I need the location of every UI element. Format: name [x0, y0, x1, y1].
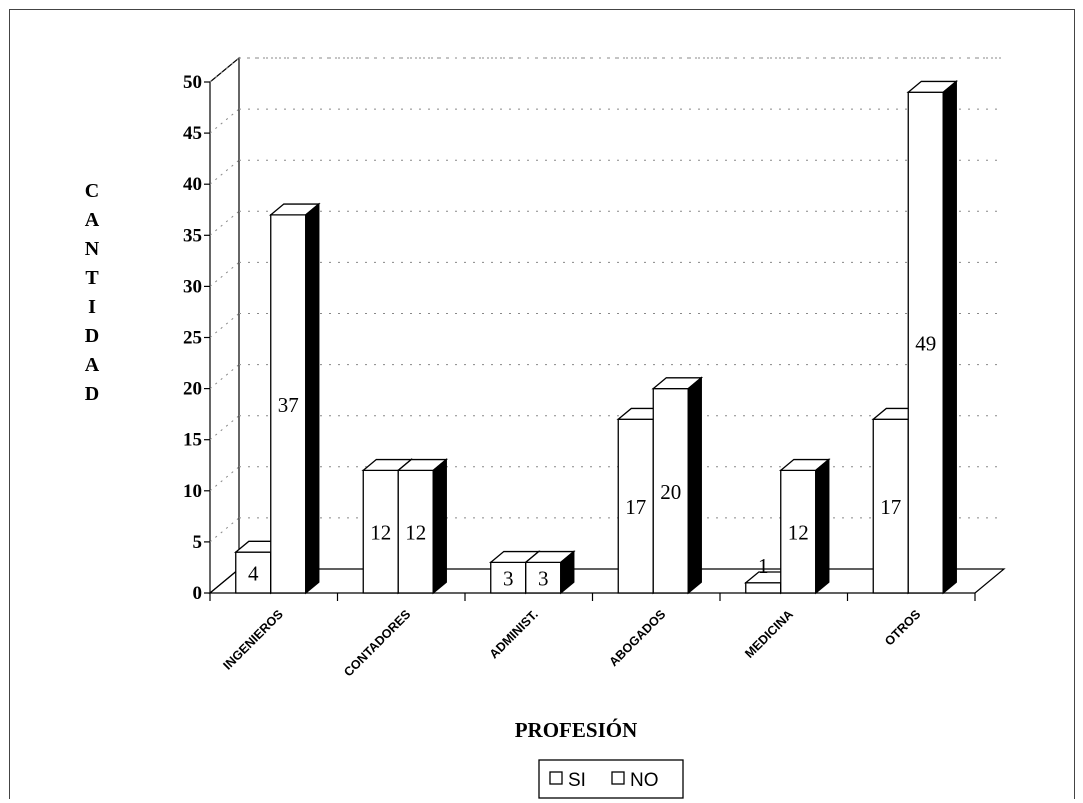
legend-box: [538, 759, 684, 799]
y-tick-label: 10: [183, 481, 202, 502]
bar-face: [745, 582, 782, 594]
x-tick-label: CONTADORES: [341, 607, 413, 679]
left-wall: [209, 56, 240, 595]
y-tick-label: 15: [183, 430, 202, 451]
bar-face: [362, 469, 399, 594]
bar-face: [872, 418, 909, 594]
bar-side: [305, 202, 320, 595]
data-label: 3: [503, 567, 514, 591]
x-tick-label: INGENIEROS: [220, 607, 285, 672]
bar-face: [525, 561, 562, 594]
y-tick-label: 40: [183, 174, 202, 195]
bar-no-0: [268, 202, 321, 595]
bar-side: [942, 80, 957, 595]
chart-frame: [9, 9, 1075, 799]
data-label: 17: [880, 495, 901, 519]
bar-no-1: [396, 458, 449, 595]
y-tick-label: 5: [193, 532, 203, 553]
data-label: 12: [370, 521, 391, 545]
gridline-side: [209, 159, 240, 185]
bar-face: [907, 91, 944, 594]
y-tick-label: 0: [193, 583, 203, 604]
gridline-side: [209, 517, 240, 543]
bar-no-4: [778, 458, 831, 595]
gridline-side: [209, 466, 240, 492]
y-tick-label: 50: [183, 72, 202, 93]
y-tick-label: 30: [183, 276, 202, 297]
bar-side: [432, 458, 447, 595]
gridline-side: [209, 364, 240, 389]
data-label: 4: [248, 562, 259, 586]
data-label: 49: [915, 332, 936, 356]
bar-face: [617, 418, 654, 594]
data-label: 12: [788, 521, 809, 545]
gridline-side: [209, 108, 240, 134]
data-label: 37: [278, 393, 299, 417]
legend-swatch-si: [549, 771, 563, 785]
bar-side: [687, 376, 702, 595]
y-tick-label: 35: [183, 225, 202, 246]
bar-side: [815, 458, 830, 595]
bar-face: [235, 551, 272, 594]
x-tick-label: OTROS: [882, 607, 923, 648]
legend-swatch-no: [611, 771, 625, 785]
data-label: 20: [660, 480, 681, 504]
gridline-side: [209, 262, 240, 287]
legend-label-no: NO: [630, 770, 659, 791]
y-tick-label: 20: [183, 379, 202, 400]
data-label: 12: [405, 521, 426, 545]
x-tick-label: ABOGADOS: [606, 607, 668, 669]
x-tick-label: MEDICINA: [742, 607, 796, 661]
x-tick-label: ADMINIST.: [487, 607, 541, 661]
gridline-side: [209, 210, 240, 236]
gridline-side: [209, 415, 240, 441]
data-label: 17: [625, 495, 646, 519]
bar-side: [560, 550, 575, 595]
y-tick-label: 45: [183, 123, 202, 144]
bar-no-5: [906, 80, 959, 595]
legend-label-si: SI: [568, 770, 586, 791]
gridline-side: [209, 313, 240, 338]
bar-no-3: [651, 376, 704, 595]
bar-no-2: [523, 550, 576, 595]
data-label: 3: [538, 567, 549, 591]
data-label: 1: [758, 554, 769, 578]
x-axis-label: PROFESIÓN: [515, 718, 638, 742]
y-tick-label: 25: [183, 328, 202, 349]
legend: SI NO: [538, 759, 684, 799]
